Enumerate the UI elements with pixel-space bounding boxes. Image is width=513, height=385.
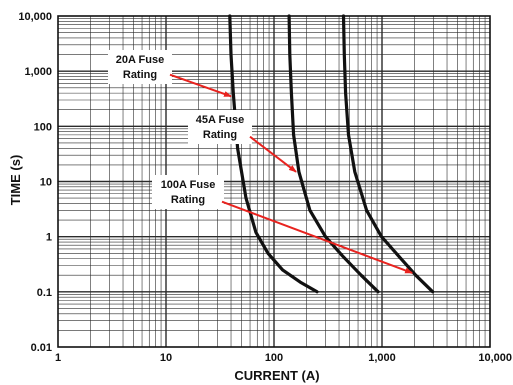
y-tick-label: 1,000 [24, 66, 52, 78]
annotation-arrow [169, 73, 232, 98]
annotation-arrow [249, 135, 297, 173]
x-tick-label: 10,000 [478, 352, 512, 364]
y-tick-label: 1 [46, 232, 52, 244]
tick-labels: 1 10 100 1,000 10,000 0.01 0.1 1 10 100 1,000 10,00… [18, 11, 512, 364]
annotation-label: 20A Fuse [116, 54, 165, 66]
y-tick-label: 10,000 [18, 11, 52, 23]
annotations: 20A Fuse Rating 45A Fuse Rating 100A Fuse Rat… [108, 50, 414, 274]
fuse-curve [228, 14, 319, 294]
annotation-label: 45A Fuse [196, 114, 245, 126]
annotation-box [108, 50, 172, 84]
annotation-label: 100A Fuse [161, 179, 216, 191]
x-tick-label: 1 [55, 352, 61, 364]
annotation-box [152, 175, 224, 209]
y-axis-title: TIME (s) [8, 155, 23, 206]
x-axis-title: CURRENT (A) [234, 368, 319, 383]
fuse-curve [341, 14, 435, 294]
y-tick-label: 100 [34, 121, 52, 133]
annotation-arrow [221, 200, 414, 274]
x-tick-label: 1,000 [368, 352, 396, 364]
annotation-box [188, 110, 252, 144]
annotation-label: Rating [123, 69, 157, 81]
y-tick-label: 10 [40, 177, 52, 189]
annotation-label: Rating [171, 194, 205, 206]
x-tick-label: 100 [265, 352, 283, 364]
y-tick-label: 0.01 [31, 342, 52, 354]
fuse-curve [287, 14, 380, 294]
plot-frame [57, 15, 491, 348]
series-curves [228, 14, 435, 294]
x-tick-label: 10 [160, 352, 172, 364]
y-tick-label: 0.1 [37, 287, 52, 299]
annotation-label: Rating [203, 129, 237, 141]
